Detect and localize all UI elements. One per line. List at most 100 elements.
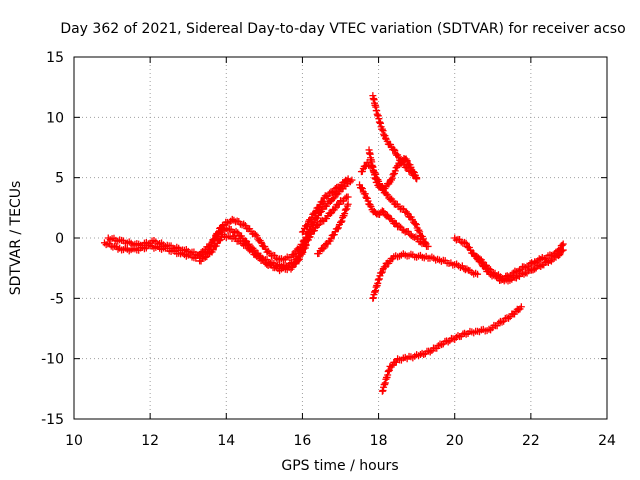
data-point: [406, 167, 414, 175]
data-point: [344, 200, 352, 208]
data-point: [218, 222, 226, 230]
x-axis-label: GPS time / hours: [281, 458, 398, 474]
data-point: [331, 204, 339, 212]
data-point: [413, 174, 421, 182]
data-point: [454, 332, 462, 340]
data-point: [232, 227, 240, 235]
y-tick-label: -15: [41, 412, 64, 428]
data-point: [403, 157, 411, 165]
y-tick-label: 10: [46, 110, 64, 126]
data-point: [207, 241, 215, 249]
data-point: [531, 258, 539, 266]
data-point: [555, 252, 563, 260]
data-point: [380, 208, 388, 216]
y-tick-label: 5: [55, 171, 64, 187]
data-point: [266, 260, 274, 268]
data-point: [223, 218, 231, 226]
data-point: [402, 163, 410, 171]
data-point: [348, 176, 356, 184]
data-point: [444, 338, 452, 346]
data-point: [320, 244, 328, 252]
data-point: [243, 242, 251, 250]
data-point: [377, 269, 385, 277]
data-point: [424, 242, 432, 250]
data-point: [253, 232, 261, 240]
data-point: [209, 246, 217, 254]
data-point: [391, 167, 399, 175]
data-point: [473, 253, 481, 261]
data-point: [416, 228, 424, 236]
x-tick-label: 22: [522, 433, 540, 449]
data-point: [556, 251, 564, 259]
data-point: [391, 146, 399, 154]
x-tick-label: 20: [446, 433, 464, 449]
data-point: [378, 268, 386, 276]
data-point: [271, 264, 279, 272]
data-points: [100, 92, 567, 395]
y-tick-labels: -15 -10 -5 0 5 10 15: [41, 50, 64, 428]
data-point: [224, 226, 232, 234]
x-tick-label: 18: [370, 433, 388, 449]
data-point: [334, 224, 342, 232]
data-point: [493, 273, 501, 281]
data-point: [344, 193, 352, 201]
data-point: [412, 221, 420, 229]
data-point: [503, 314, 511, 322]
data-point: [381, 263, 389, 271]
data-point: [251, 230, 259, 238]
data-point: [201, 253, 209, 261]
data-point: [295, 256, 303, 264]
data-point: [329, 195, 337, 203]
data-point: [299, 228, 307, 236]
data-point: [210, 236, 218, 244]
data-point: [341, 206, 349, 214]
data-point: [310, 227, 318, 235]
data-point: [288, 263, 296, 271]
data-point: [318, 198, 326, 206]
data-point: [230, 216, 238, 224]
data-point: [308, 214, 316, 222]
data-point: [389, 197, 397, 205]
data-point: [395, 153, 403, 161]
x-tick-label: 12: [141, 433, 159, 449]
y-tick-label: 0: [55, 231, 64, 247]
data-point: [395, 222, 403, 230]
data-point: [361, 190, 369, 198]
data-point: [461, 238, 469, 246]
data-point: [337, 218, 345, 226]
data-point: [216, 236, 224, 244]
x-tick-label: 14: [217, 433, 235, 449]
data-point: [326, 210, 334, 218]
data-point: [328, 189, 336, 197]
data-point: [341, 210, 349, 218]
data-point: [362, 193, 370, 201]
y-tick-label: 15: [46, 50, 64, 66]
data-point: [531, 265, 539, 273]
y-tick-label: -5: [50, 291, 64, 307]
data-point: [215, 228, 223, 236]
chart-title: Day 362 of 2021, Sidereal Day-to-day VTE…: [60, 21, 625, 37]
data-point: [364, 197, 372, 205]
data-point: [378, 207, 386, 215]
data-point: [389, 171, 397, 179]
data-point: [299, 248, 307, 256]
data-point: [319, 197, 327, 205]
x-tick-label: 16: [294, 433, 312, 449]
data-point: [241, 241, 249, 249]
data-point: [388, 174, 396, 182]
data-point: [477, 259, 485, 267]
data-point: [390, 145, 398, 153]
data-point: [291, 250, 299, 258]
data-point: [476, 257, 484, 265]
data-point: [304, 221, 312, 229]
data-point: [384, 191, 392, 199]
y-tick-label: -10: [41, 352, 64, 368]
data-point: [490, 271, 498, 279]
data-point: [535, 262, 543, 270]
data-point: [495, 319, 503, 327]
data-point: [438, 341, 446, 349]
data-point: [420, 350, 428, 358]
data-point: [302, 241, 310, 249]
data-point: [415, 226, 423, 234]
data-point: [315, 220, 323, 228]
